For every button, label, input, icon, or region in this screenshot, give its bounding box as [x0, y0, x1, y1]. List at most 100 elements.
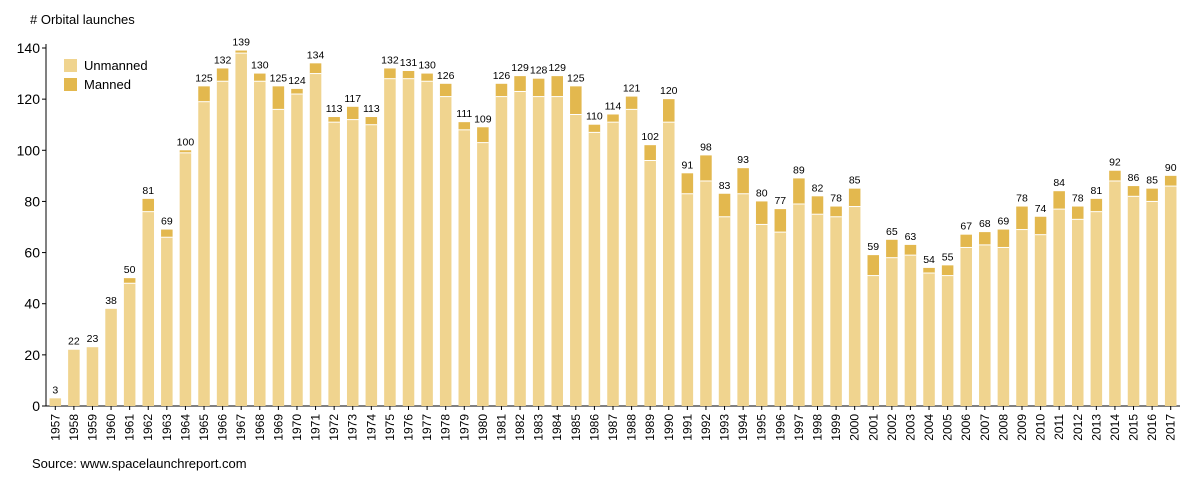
bar-manned-1996	[774, 209, 787, 233]
bar-unmanned-1986	[588, 132, 601, 406]
y-tick-label: 20	[24, 347, 40, 363]
data-label-1971: 134	[307, 49, 325, 61]
x-tick-label-1994: 1994	[736, 414, 750, 441]
data-label-1987: 114	[605, 100, 622, 112]
y-tick-label: 100	[17, 142, 41, 158]
bar-unmanned-1988	[625, 109, 638, 406]
data-label-1962: 81	[142, 185, 154, 197]
bar-unmanned-1995	[755, 224, 768, 406]
bar-manned-1983	[532, 78, 545, 97]
bar-unmanned-2016	[1146, 201, 1158, 406]
bar-unmanned-1974	[365, 124, 378, 406]
x-tick-label-1988: 1988	[625, 414, 639, 441]
bar-unmanned-1969	[272, 109, 285, 406]
legend-swatch-unmanned	[64, 59, 77, 72]
bar-manned-1978	[439, 83, 452, 97]
x-tick-label-1971: 1971	[309, 414, 323, 441]
bar-unmanned-1962	[142, 211, 155, 406]
y-tick-label: 60	[24, 245, 40, 261]
x-tick-label-1978: 1978	[439, 414, 453, 441]
bar-unmanned-1991	[681, 193, 694, 406]
bar-manned-1969	[272, 86, 285, 110]
bar-manned-1965	[198, 86, 210, 102]
data-label-2009: 78	[1016, 193, 1028, 205]
x-tick-label-1977: 1977	[420, 414, 434, 441]
bar-unmanned-1996	[774, 232, 787, 406]
bar-unmanned-1982	[514, 91, 526, 406]
bar-unmanned-1961	[123, 283, 136, 406]
bar-unmanned-1990	[663, 122, 675, 407]
bar-manned-1973	[346, 106, 359, 120]
data-label-2001: 59	[867, 241, 879, 253]
data-label-2003: 63	[905, 231, 917, 243]
data-label-1960: 38	[105, 295, 117, 307]
data-label-1977: 130	[418, 60, 436, 72]
bar-manned-2007	[979, 232, 991, 245]
x-tick-label-1970: 1970	[290, 414, 304, 441]
bar-unmanned-1987	[607, 122, 619, 407]
bar-manned-1993	[718, 193, 731, 217]
data-label-1998: 82	[812, 182, 824, 194]
bar-unmanned-1964	[179, 152, 192, 406]
bar-unmanned-2010	[1034, 234, 1047, 406]
bar-unmanned-1966	[216, 81, 229, 406]
bar-manned-2005	[941, 265, 954, 276]
x-tick-label-1972: 1972	[327, 414, 341, 441]
legend-label-manned: Manned	[84, 77, 131, 92]
bar-unmanned-1965	[198, 101, 210, 406]
data-label-1967: 139	[232, 37, 250, 49]
bar-manned-2004	[923, 267, 935, 274]
data-label-2006: 67	[960, 221, 972, 233]
data-label-2011: 84	[1053, 177, 1065, 189]
data-label-1984: 129	[548, 62, 566, 74]
bar-manned-2015	[1127, 186, 1140, 197]
x-tick-label-1989: 1989	[643, 414, 657, 441]
data-label-1991: 91	[682, 159, 694, 171]
x-tick-label-1974: 1974	[364, 414, 378, 441]
bar-unmanned-2008	[997, 247, 1010, 406]
bar-manned-1992	[700, 155, 712, 181]
data-label-1989: 102	[641, 131, 659, 143]
x-tick-label-1996: 1996	[773, 414, 787, 441]
y-tick-label: 80	[24, 193, 40, 209]
bar-manned-2017	[1164, 175, 1177, 187]
x-tick-label-1982: 1982	[513, 414, 527, 441]
legend-label-unmanned: Unmanned	[84, 58, 148, 73]
bar-manned-2010	[1034, 216, 1047, 235]
x-tick-label-1965: 1965	[197, 414, 211, 441]
bar-unmanned-1967	[235, 53, 247, 406]
bar-unmanned-2000	[848, 206, 861, 406]
bar-manned-1987	[607, 114, 619, 123]
bar-manned-1970	[291, 88, 303, 95]
bar-manned-2016	[1146, 188, 1158, 202]
bar-unmanned-1972	[328, 122, 340, 407]
bar-unmanned-1999	[830, 216, 842, 406]
bar-manned-1984	[551, 76, 563, 97]
data-label-1963: 69	[161, 216, 173, 228]
x-tick-label-2016: 2016	[1145, 414, 1159, 441]
bar-manned-1997	[793, 178, 805, 204]
bar-unmanned-2009	[1016, 229, 1028, 406]
x-tick-label-1990: 1990	[662, 414, 676, 441]
legend-item-manned: Manned	[64, 75, 148, 94]
bar-unmanned-1963	[161, 237, 173, 406]
bar-unmanned-1975	[384, 78, 396, 406]
data-label-1978: 126	[437, 70, 455, 82]
bar-manned-2000	[848, 188, 861, 207]
x-tick-label-2006: 2006	[959, 414, 973, 441]
x-tick-label-1992: 1992	[699, 414, 713, 441]
data-label-1966: 132	[214, 54, 232, 66]
legend: Unmanned Manned	[64, 56, 148, 94]
bar-manned-1986	[588, 124, 601, 133]
bar-unmanned-2003	[904, 255, 917, 406]
x-tick-label-2001: 2001	[866, 414, 880, 441]
bar-unmanned-1998	[811, 214, 824, 406]
bar-unmanned-1960	[105, 308, 117, 406]
data-label-1979: 111	[456, 108, 472, 120]
bar-manned-2006	[960, 234, 972, 248]
x-tick-label-1991: 1991	[680, 414, 694, 441]
data-label-1957: 3	[52, 384, 58, 396]
bar-unmanned-1997	[793, 203, 805, 406]
bar-manned-2014	[1109, 170, 1121, 181]
x-tick-label-2017: 2017	[1164, 414, 1178, 441]
